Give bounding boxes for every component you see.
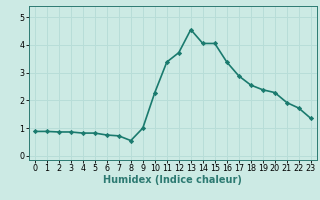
X-axis label: Humidex (Indice chaleur): Humidex (Indice chaleur) xyxy=(103,175,242,185)
